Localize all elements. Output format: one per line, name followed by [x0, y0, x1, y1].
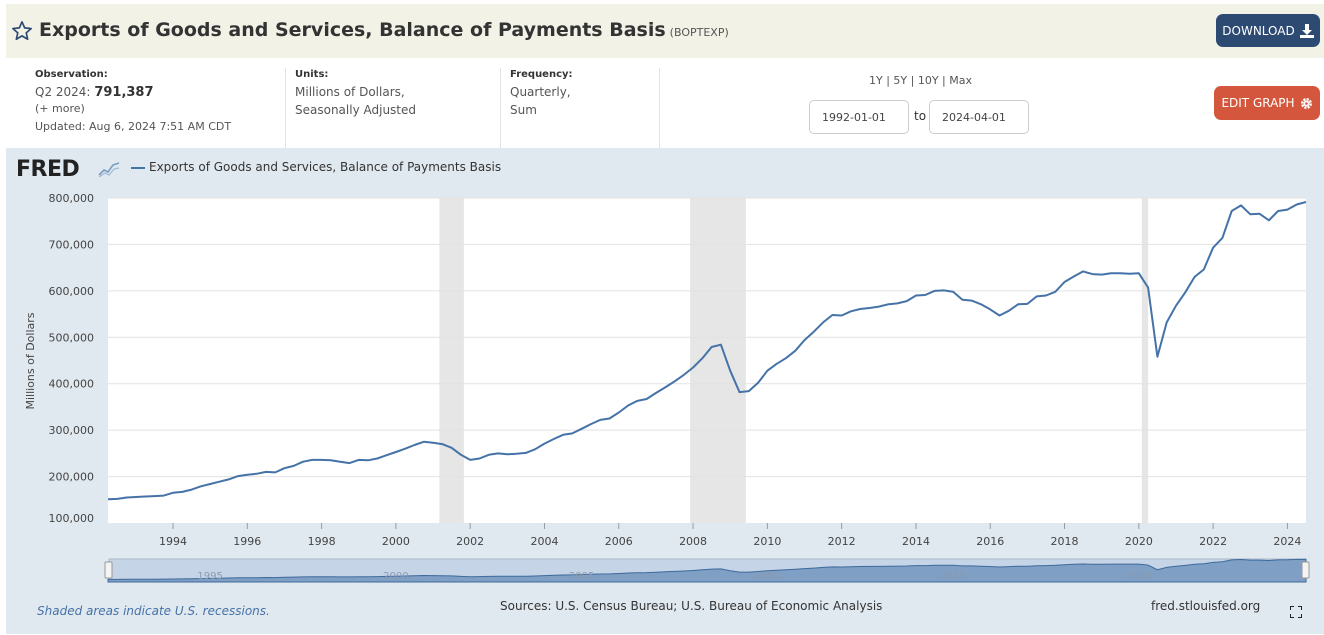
recession-band — [690, 198, 746, 523]
recession-band — [1141, 198, 1149, 523]
meta-divider — [659, 68, 660, 148]
y-axis-label: Millions of Dollars — [24, 312, 37, 409]
download-label: DOWNLOAD — [1222, 23, 1295, 38]
x-tick-label: 2016 — [976, 535, 1004, 548]
y-tick-label: 700,000 — [49, 238, 95, 251]
edit-graph-label: EDIT GRAPH — [1221, 96, 1295, 110]
y-tick-label: 600,000 — [49, 285, 95, 298]
observation-label: Observation: — [35, 69, 108, 80]
x-tick-label: 1994 — [159, 535, 187, 548]
units-line2: Seasonally Adjusted — [295, 103, 417, 117]
recession-band — [439, 198, 464, 523]
recession-note: Shaded areas indicate U.S. recessions. — [37, 604, 270, 618]
units-line1: Millions of Dollars, — [295, 85, 405, 99]
title-text: Exports of Goods and Services, Balance o… — [39, 19, 666, 41]
star-icon[interactable] — [11, 20, 33, 42]
x-tick-label: 2024 — [1273, 535, 1301, 548]
start-date-input[interactable]: 1992-01-01 — [809, 100, 909, 134]
frequency-line2: Sum — [510, 103, 537, 117]
x-tick-label: 1996 — [233, 535, 261, 548]
y-tick-label: 100,000 — [49, 512, 95, 525]
download-button[interactable]: DOWNLOAD — [1216, 14, 1320, 47]
more-link[interactable]: (+ more) — [35, 102, 85, 115]
title-bar — [6, 4, 1324, 58]
navigator-handle-right[interactable] — [1301, 561, 1310, 579]
fred-chart-icon — [98, 162, 120, 178]
navigator-tick-label: 1995 — [197, 571, 222, 582]
x-tick-label: 2008 — [679, 535, 707, 548]
navigator-tick-label: 2015 — [940, 571, 965, 582]
sources-text: Sources: U.S. Census Bureau; U.S. Bureau… — [500, 599, 883, 613]
y-tick-label: 800,000 — [49, 192, 95, 205]
x-tick-label: 2002 — [456, 535, 484, 548]
fullscreen-icon[interactable] — [1290, 606, 1302, 618]
navigator-tick-label: 2000 — [383, 571, 408, 582]
frequency-line1: Quarterly, — [510, 85, 571, 99]
observation-block: Observation: Q2 2024: 791,387 (+ more) U… — [35, 68, 283, 148]
navigator-tick-label: 2010 — [755, 571, 780, 582]
y-tick-label: 200,000 — [49, 471, 95, 484]
y-tick-label: 300,000 — [49, 424, 95, 437]
site-link[interactable]: fred.stlouisfed.org — [1151, 599, 1261, 613]
x-tick-label: 2004 — [530, 535, 558, 548]
navigator-series — [107, 558, 1307, 583]
download-icon — [1299, 23, 1314, 38]
y-tick-label: 500,000 — [49, 331, 95, 344]
x-tick-label: 2014 — [902, 535, 930, 548]
units-label: Units: — [295, 69, 329, 80]
x-tick-label: 2000 — [382, 535, 410, 548]
frequency-label: Frequency: — [510, 69, 573, 80]
x-tick-label: 2020 — [1125, 535, 1153, 548]
frequency-block: Frequency: Quarterly, Sum — [500, 68, 660, 148]
navigator-tick-label: 2005 — [569, 571, 594, 582]
units-block: Units: Millions of Dollars, Seasonally A… — [285, 68, 499, 148]
legend-line — [131, 167, 145, 169]
series-line[interactable] — [107, 201, 1307, 501]
fred-logo: FRED — [16, 157, 80, 182]
range-links[interactable]: 1Y | 5Y | 10Y | Max — [869, 74, 972, 87]
series-id: (BOPTEXP) — [669, 26, 729, 39]
gear-icon — [1300, 97, 1312, 109]
end-date-input[interactable]: 2024-04-01 — [929, 100, 1029, 134]
observation-period: Q2 2024: — [35, 85, 91, 99]
x-tick-label: 2012 — [828, 535, 856, 548]
navigator-tick-label: 2020 — [1126, 571, 1151, 582]
observation-value: 791,387 — [94, 85, 154, 100]
observation-line: Q2 2024: 791,387 — [35, 83, 283, 102]
x-tick-label: 1998 — [308, 535, 336, 548]
edit-graph-button[interactable]: EDIT GRAPH — [1214, 86, 1320, 120]
x-tick-label: 2018 — [1051, 535, 1079, 548]
y-tick-label: 400,000 — [49, 378, 95, 391]
x-tick-label: 2010 — [753, 535, 781, 548]
x-tick-label: 2022 — [1199, 535, 1227, 548]
to-label: to — [914, 109, 927, 123]
updated-text: Updated: Aug 6, 2024 7:51 AM CDT — [35, 120, 232, 133]
page-title: Exports of Goods and Services, Balance o… — [39, 19, 729, 41]
x-tick-label: 2006 — [605, 535, 633, 548]
legend-label: Exports of Goods and Services, Balance o… — [149, 160, 502, 174]
navigator-handle-left[interactable] — [104, 561, 113, 579]
